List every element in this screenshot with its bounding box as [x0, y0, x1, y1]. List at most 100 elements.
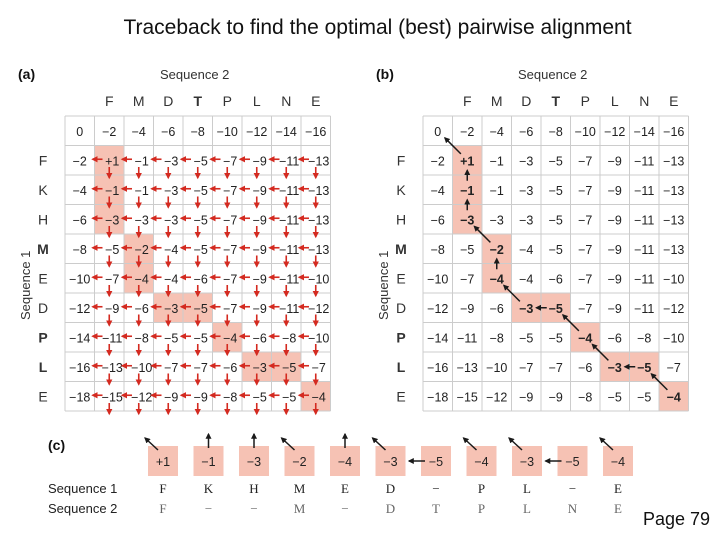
matrix-a-cell-value: −13 [308, 154, 329, 168]
page-number: Page 79 [642, 509, 710, 529]
matrix-a-cell-value: −9 [253, 272, 267, 286]
matrix-b-cell-value: −2 [460, 125, 474, 139]
matrix-a-seq1-letter: E [38, 388, 47, 404]
matrix-b-path-arrow [473, 225, 491, 243]
matrix-b-cell-value: −7 [549, 361, 563, 375]
matrix-a-cell-value: −3 [164, 184, 178, 198]
matrix-b-cell-value: −13 [663, 243, 684, 257]
matrix-a-seq1-letter: M [37, 241, 49, 257]
matrix-a-cell-value: −1 [135, 184, 149, 198]
matrix-a-cell-value: −8 [191, 125, 205, 139]
matrix-b-cell-value: −10 [575, 125, 596, 139]
matrix-b-cell-value: −16 [663, 125, 684, 139]
matrix-b-cell-value: −3 [519, 184, 533, 198]
matrix-b-cell-value: −5 [549, 243, 563, 257]
matrix-a-cell-value: −5 [282, 361, 296, 375]
matrix-a-cell-value: −11 [102, 331, 122, 345]
matrix-b-cell-value: −9 [549, 390, 563, 404]
matrix-b-cell-value: −6 [490, 302, 504, 316]
matrix-a-cell-value: −5 [194, 154, 208, 168]
alignment-seq2-char: − [341, 501, 349, 516]
matrix-a-cell-value: −11 [279, 154, 299, 168]
matrix-a-cell-value: 0 [76, 125, 83, 139]
matrix-b-cell-value: −11 [634, 243, 654, 257]
matrix-a-cell-value: −3 [105, 213, 119, 227]
matrix-b-cell-value: −5 [549, 154, 563, 168]
matrix-b-path-arrow [443, 136, 462, 155]
matrix-b-cell-value: −7 [578, 302, 592, 316]
matrix-a-seq1-letter: F [39, 152, 48, 168]
matrix-b-cell-value: −5 [460, 243, 474, 257]
page-title: Traceback to find the optimal (best) pai… [123, 16, 632, 39]
matrix-a: 0 −2 −4 −6 −8 −10 −12 −14 −16 −2 +1 −1 −3 −5 −7 −9 −11 −1… [37, 93, 331, 416]
matrix-a-cell-value: −5 [194, 331, 208, 345]
matrix-b-cell-value: −10 [427, 272, 448, 286]
matrix-a-cell-value: −2 [73, 154, 87, 168]
alignment-seq2-char: − [204, 501, 213, 516]
matrix-a-cell-value: −9 [253, 302, 267, 316]
matrix-b-cell-value: −9 [608, 154, 622, 168]
alignment-score-box [466, 446, 497, 476]
alignment-arrow [144, 437, 159, 451]
matrix-a-seq1-letter: L [39, 359, 48, 375]
alignment-seq1-char: D [385, 481, 396, 496]
alignment-score: +1 [156, 455, 170, 469]
alignment-seq1-char: F [159, 481, 167, 496]
matrix-b-cell-value: −4 [578, 331, 592, 345]
matrix-a-cell-value: −6 [135, 302, 149, 316]
matrix-a-cell-value: −9 [164, 390, 178, 404]
matrix-b-seq1-letter: E [396, 270, 405, 286]
matrix-b-cell-value: −5 [608, 390, 622, 404]
matrix-b-cell-value: −7 [578, 154, 592, 168]
matrix-b: 0 −2 −4 −6 −8 −10 −12 −14 −16 −2 +1 −1 −3 −5 −7 −9 −11 −1… [395, 93, 689, 412]
matrix-a-cell-value: −16 [69, 361, 90, 375]
matrix-a-cell-value: −6 [161, 125, 175, 139]
matrix-b-seq2-letter: F [463, 93, 472, 109]
matrix-a-seq2-letter: F [105, 93, 114, 109]
matrix-a-seq2-letter: L [253, 93, 261, 109]
matrix-a-cell-value: −8 [73, 243, 87, 257]
matrix-b-cell-value: −7 [578, 184, 592, 198]
matrix-a-cell-value: −5 [194, 243, 208, 257]
matrix-b-seq1-letter: K [396, 182, 406, 198]
matrix-b-seq1-letter: M [395, 241, 407, 257]
matrix-a-cell-value: −9 [253, 184, 267, 198]
matrix-a-cell-value: −18 [69, 390, 90, 404]
alignment-score-box [557, 446, 588, 476]
matrix-a-cell-value: −5 [253, 390, 267, 404]
matrix-a-seq2-letter: E [311, 93, 320, 109]
alignment-score: −4 [474, 455, 488, 469]
matrix-b-cell-value: −11 [634, 154, 654, 168]
matrix-a-cell-value: −4 [132, 125, 146, 139]
alignment-seq1-char: E [614, 481, 622, 496]
matrix-a-cell-value: −9 [253, 243, 267, 257]
matrix-a-cell-value: −10 [131, 361, 152, 375]
matrix-a-cell-value: −12 [246, 125, 267, 139]
alignment-score-box [603, 446, 633, 476]
matrix-b-cell-value: −7 [460, 272, 474, 286]
matrix-a-seq1-letter: K [38, 182, 48, 198]
matrix-a-cell-value: −7 [194, 361, 208, 375]
matrix-a-cell-value: −5 [194, 213, 208, 227]
matrix-b-cell-value: −1 [490, 154, 504, 168]
alignment-score: −4 [338, 455, 352, 469]
matrix-a-cell-value: −13 [308, 243, 329, 257]
matrix-a-seq1-letter: P [38, 329, 47, 345]
matrix-b-cell-value: 0 [434, 125, 441, 139]
matrix-a-cell-value: −10 [308, 272, 329, 286]
matrix-b-cell-value: −3 [460, 213, 474, 227]
matrix-b-cell-value: −6 [549, 272, 563, 286]
matrix-a-cell-value: −2 [102, 125, 116, 139]
matrix-b-cell-value: −7 [519, 361, 533, 375]
matrix-a-seq1-letter: H [38, 211, 48, 227]
alignment-seq1-char: P [477, 481, 486, 496]
matrix-b-cell-value: −10 [663, 272, 684, 286]
matrix-b-seq2-letter: D [521, 93, 531, 109]
matrix-b-cell-value: −14 [427, 331, 448, 345]
alignment-arrow [462, 437, 478, 451]
matrix-a-cell-value: −7 [312, 361, 326, 375]
matrix-b-cell-value: −12 [604, 125, 625, 139]
alignment-seq2-char: L [523, 501, 531, 516]
matrix-b-cell-value: −3 [519, 154, 533, 168]
matrix-b-cell-value: −4 [490, 272, 504, 286]
